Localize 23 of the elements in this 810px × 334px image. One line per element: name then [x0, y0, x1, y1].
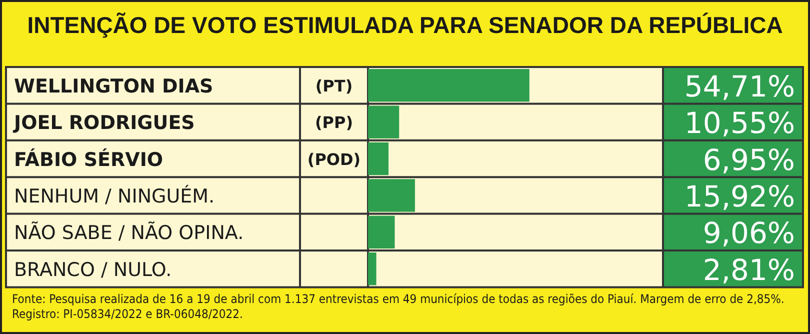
bar [368, 142, 389, 176]
chart-title: INTENÇÃO DE VOTO ESTIMULADA PARA SENADOR DA REPÚBLICA [27, 12, 783, 38]
bar [368, 179, 415, 212]
bar [368, 106, 400, 138]
data-label: 6,95% [702, 142, 795, 177]
data-label: 10,55% [684, 106, 795, 140]
bar [368, 252, 376, 286]
text: (PT) [315, 76, 353, 96]
bar [368, 216, 395, 248]
y-tick-label: BRANCO / NULO. [14, 258, 172, 281]
y-tick-label: WELLINGTON DIAS [14, 75, 214, 98]
data-label: 54,71% [684, 69, 795, 104]
source-note: Fonte: Pesquisa realizada de 16 a 19 de abril com 1.137 entrevistas em 49 municípios de todas as regiões do Piauí. Margem de erro de 2,85%. Registro: PI-05834/2022 e BR-06048/2022. [12, 292, 786, 322]
data-label: 15,92% [684, 179, 795, 214]
bar [368, 69, 530, 102]
data-label: 2,81% [702, 252, 795, 287]
y-tick-label: FÁBIO SÉRVIO [14, 148, 164, 171]
text: (POD) [307, 150, 361, 169]
text: (PP) [314, 113, 354, 132]
y-tick-label: NENHUM / NINGUÉM. [14, 184, 215, 208]
data-label: 9,06% [702, 216, 795, 250]
y-tick-label: NÃO SABE / NÃO OPINA. [14, 221, 244, 244]
y-tick-label: JOEL RODRIGUES [12, 112, 195, 134]
